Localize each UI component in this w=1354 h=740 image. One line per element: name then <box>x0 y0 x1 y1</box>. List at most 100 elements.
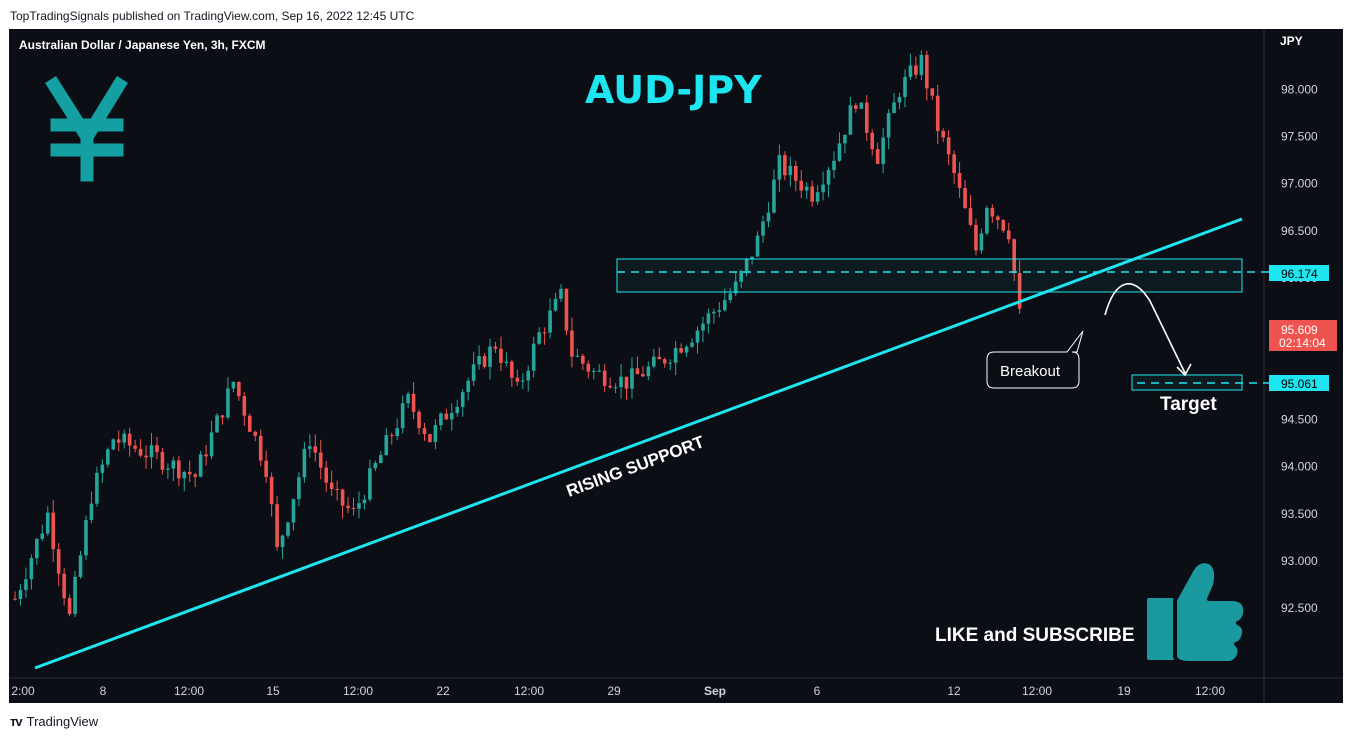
price-tick-label: 97.000 <box>1281 177 1318 191</box>
candle-body <box>974 224 978 251</box>
breakout-callout-bubble <box>986 330 1084 389</box>
price-tag-95061: 95.061 <box>1281 377 1318 391</box>
candle-body <box>641 374 645 377</box>
candle-body <box>308 446 312 449</box>
candle-body <box>723 300 727 311</box>
candle-body <box>204 454 208 457</box>
price-axis[interactable]: 98.00097.50097.00096.50096.00094.50094.0… <box>1281 82 1318 615</box>
candle-body <box>422 428 427 435</box>
candle-body <box>750 256 754 259</box>
candle-body <box>166 468 170 470</box>
candle-body <box>837 143 842 161</box>
candle-body <box>127 433 132 446</box>
candle-body <box>564 288 569 331</box>
candle-body <box>526 370 531 381</box>
current-price-countdown: 02:14:04 <box>1279 336 1326 350</box>
candle-body <box>482 356 487 367</box>
candle-body <box>56 549 61 574</box>
candle-body <box>875 149 880 164</box>
candlestick-chart[interactable]: RISING SUPPORT Australian Dollar / Japan… <box>9 29 1343 703</box>
rising-support-label: RISING SUPPORT <box>564 432 708 501</box>
candle-body <box>100 464 105 473</box>
candle-body <box>297 477 301 500</box>
candle-body <box>389 435 394 437</box>
candle-body <box>182 471 187 479</box>
candle-body <box>258 435 263 461</box>
candle-body <box>602 370 607 386</box>
candle-body <box>968 208 973 225</box>
candle-body <box>67 598 72 615</box>
candle-body <box>231 381 236 389</box>
price-tag-96174: 96.174 <box>1281 267 1318 281</box>
candle-body <box>619 376 623 388</box>
time-tick-label: 12:00 <box>514 684 544 698</box>
candle-body <box>635 368 640 375</box>
candle-body <box>313 446 318 453</box>
candle-body <box>510 361 514 378</box>
candle-body <box>848 105 853 135</box>
time-tick-label: 22 <box>436 684 450 698</box>
candle-body <box>684 346 689 353</box>
candle-body <box>116 439 121 443</box>
footer-brand[interactable]: ᴛᴠ TradingView <box>10 714 98 729</box>
candle-body <box>996 216 1000 221</box>
candle-body <box>133 445 137 449</box>
thumbs-up-icon <box>1143 559 1248 665</box>
projection-arrow-head <box>1176 363 1192 377</box>
candle-body <box>690 342 694 347</box>
candle-body <box>406 393 410 404</box>
candle-body <box>269 476 274 505</box>
projection-arrow-path <box>1104 283 1186 374</box>
candle-body <box>864 102 869 133</box>
candle-body <box>553 298 558 311</box>
candle-body <box>946 137 951 155</box>
candle-body <box>346 505 350 509</box>
candle-body <box>111 439 116 450</box>
candle-body <box>925 54 929 89</box>
candle-body <box>198 454 203 477</box>
footer-brand-label: TradingView <box>26 714 99 729</box>
candle-body <box>373 463 378 469</box>
candle-body <box>78 555 83 577</box>
candle-body <box>957 172 962 188</box>
candle-body <box>51 512 56 550</box>
candle-body <box>570 330 574 357</box>
price-tick-label: 93.500 <box>1281 507 1318 521</box>
candle-body <box>662 359 667 364</box>
candle-body <box>739 270 743 282</box>
candle-body <box>488 346 492 367</box>
candle-body <box>881 137 885 164</box>
candle-body <box>13 598 17 600</box>
candle-body <box>581 355 585 364</box>
chart-title: Australian Dollar / Japanese Yen, 3h, FX… <box>19 38 266 52</box>
candle-body <box>504 361 509 363</box>
candle-body <box>428 434 432 442</box>
candle-body <box>84 519 88 556</box>
candle-body <box>728 293 733 301</box>
candle-body <box>384 435 389 456</box>
candle-body <box>318 452 323 468</box>
candle-body <box>471 364 476 381</box>
candle-body <box>280 535 285 548</box>
candle-body <box>477 356 481 365</box>
candle-body <box>18 589 23 599</box>
chart-area[interactable]: RISING SUPPORT Australian Dollar / Japan… <box>9 29 1343 703</box>
time-axis[interactable]: 2:00 8 12:00 15 12:00 22 12:00 29 Sep 6 12 12:00 19 1… <box>11 684 1225 698</box>
candle-body <box>646 366 651 377</box>
candle-body <box>379 455 383 464</box>
price-tag-95061-bg <box>1269 375 1329 391</box>
candle-body <box>772 179 776 213</box>
like-subscribe-text: LIKE and SUBSCRIBE <box>935 625 1135 646</box>
price-tick-label: 93.000 <box>1281 554 1318 568</box>
candle-body <box>815 192 820 202</box>
headline: AUD-JPY <box>585 68 762 112</box>
candle-body <box>368 468 372 500</box>
candle-body <box>870 132 875 150</box>
time-tick-label: 15 <box>266 684 280 698</box>
breakout-callout-text: Breakout <box>1000 363 1061 380</box>
candle-body <box>357 503 361 509</box>
candle-body <box>624 376 629 389</box>
candle-body <box>226 388 230 418</box>
candle-body <box>537 332 541 344</box>
price-tick-label: 98.000 <box>1281 82 1318 96</box>
